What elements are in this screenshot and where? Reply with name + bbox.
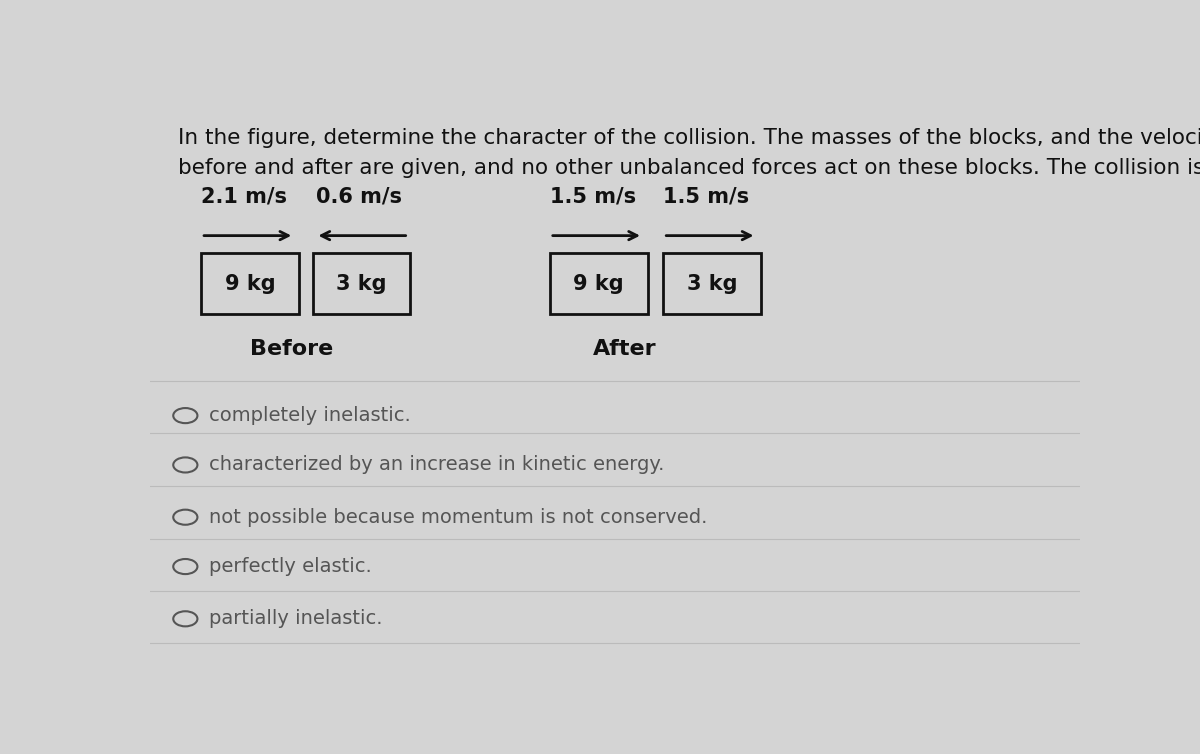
Text: characterized by an increase in kinetic energy.: characterized by an increase in kinetic … — [209, 455, 664, 474]
Text: 2.1 m/s: 2.1 m/s — [202, 186, 287, 207]
Text: not possible because momentum is not conserved.: not possible because momentum is not con… — [209, 507, 707, 527]
FancyBboxPatch shape — [664, 253, 761, 314]
Text: partially inelastic.: partially inelastic. — [209, 609, 382, 628]
Text: 0.6 m/s: 0.6 m/s — [316, 186, 402, 207]
Text: 3 kg: 3 kg — [686, 274, 738, 293]
Text: After: After — [593, 339, 656, 359]
FancyBboxPatch shape — [313, 253, 410, 314]
Text: 3 kg: 3 kg — [336, 274, 386, 293]
Text: 9 kg: 9 kg — [574, 274, 624, 293]
FancyBboxPatch shape — [202, 253, 299, 314]
Text: In the figure, determine the character of the collision. The masses of the block: In the figure, determine the character o… — [178, 128, 1200, 178]
FancyBboxPatch shape — [550, 253, 648, 314]
Text: perfectly elastic.: perfectly elastic. — [209, 557, 371, 576]
Text: completely inelastic.: completely inelastic. — [209, 406, 410, 425]
Text: 1.5 m/s: 1.5 m/s — [550, 186, 636, 207]
Text: Before: Before — [250, 339, 332, 359]
Text: 9 kg: 9 kg — [224, 274, 275, 293]
Text: 1.5 m/s: 1.5 m/s — [664, 186, 750, 207]
